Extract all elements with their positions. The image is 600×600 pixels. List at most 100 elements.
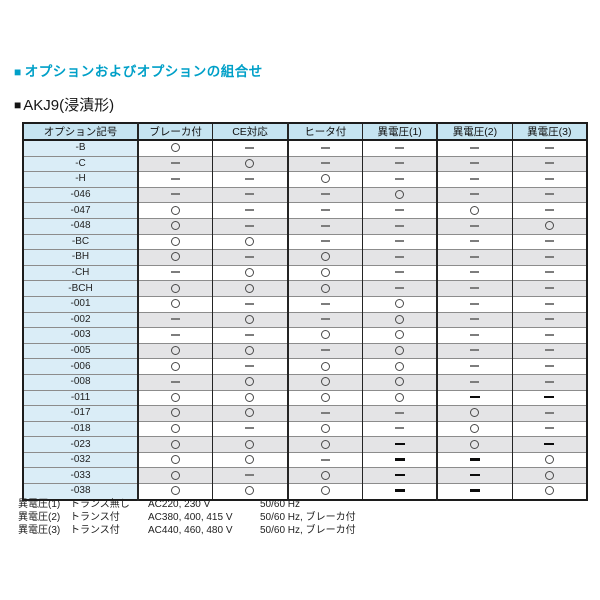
option-value-cell — [361, 373, 438, 390]
footnote-frequency: 50/60 Hz, ブレーカ付 — [260, 525, 356, 536]
table-header-row: オプション記号 ブレーカ付 CE対応 ヒータ付 異電圧(1) 異電圧(2) 異電圧(3) — [23, 123, 587, 141]
option-value-cell — [436, 389, 513, 406]
option-value-cell — [361, 171, 438, 188]
dash-mark-icon — [544, 287, 554, 289]
option-value-cell — [361, 295, 438, 313]
dash-mark-icon — [395, 271, 405, 274]
option-value-cell — [511, 373, 587, 390]
dash-mark-icon — [544, 162, 554, 165]
circle-mark-icon — [395, 392, 405, 402]
dash-mark-icon — [320, 458, 330, 461]
circle-mark-icon — [544, 455, 554, 465]
dash-mark-icon — [544, 271, 554, 274]
option-value-cell — [436, 249, 513, 266]
option-value-cell — [361, 217, 438, 235]
option-value-cell — [286, 451, 363, 468]
dash-mark-icon — [544, 302, 554, 305]
option-value-cell — [361, 467, 438, 484]
circle-mark-icon — [320, 439, 330, 449]
option-value-cell — [511, 155, 587, 172]
option-value-cell — [286, 436, 363, 453]
column-header: CE対応 — [212, 123, 288, 141]
option-value-cell — [361, 186, 438, 203]
dash-mark-icon — [544, 349, 554, 352]
section-title: ■ オプションおよびオプションの組合せ — [14, 60, 263, 80]
footnote-row: 異電圧(2) トランス付 AC380, 400, 415 V 50/60 Hz, ブレ… — [18, 511, 356, 524]
option-code-cell: -006 — [23, 358, 138, 375]
dash-mark-icon — [470, 193, 480, 196]
circle-mark-icon — [320, 283, 330, 293]
footnote-frequency: 50/60 Hz, ブレーカ付 — [260, 512, 356, 523]
option-value-cell — [212, 327, 288, 344]
column-header: ヒータ付 — [286, 123, 363, 141]
circle-mark-icon — [320, 470, 330, 480]
circle-mark-icon — [171, 439, 181, 449]
option-value-cell — [137, 436, 213, 453]
dash-mark-icon — [171, 271, 181, 274]
option-value-cell — [361, 249, 438, 266]
dash-mark-icon — [469, 489, 480, 492]
dash-mark-icon — [544, 255, 554, 258]
footnote-voltage: AC380, 400, 415 V — [148, 512, 233, 523]
circle-mark-icon — [320, 377, 330, 387]
option-value-cell — [436, 451, 513, 468]
option-value-cell — [286, 233, 363, 250]
table-row: -048 — [23, 217, 587, 235]
option-value-cell — [511, 140, 587, 157]
option-code-cell: -002 — [23, 311, 138, 328]
option-value-cell — [361, 264, 438, 281]
dash-mark-icon — [320, 318, 330, 321]
table-row: -032 — [23, 451, 587, 468]
column-header: オプション記号 — [23, 123, 138, 141]
dash-mark-icon — [245, 474, 255, 477]
footnote-row: 異電圧(3) トランス付 AC440, 460, 480 V 50/60 Hz, ブレ… — [18, 524, 356, 537]
option-value-cell — [436, 483, 513, 500]
option-code-cell: -018 — [23, 420, 138, 437]
option-value-cell — [212, 202, 288, 219]
option-code-cell: -005 — [23, 342, 138, 359]
option-value-cell — [361, 280, 438, 297]
dash-mark-icon — [470, 162, 480, 165]
circle-mark-icon — [171, 221, 181, 231]
dash-mark-icon — [320, 209, 330, 212]
option-value-cell — [436, 233, 513, 250]
option-value-cell — [286, 373, 363, 390]
option-value-cell — [361, 389, 438, 406]
option-value-cell — [286, 389, 363, 406]
dash-mark-icon — [395, 224, 405, 227]
circle-mark-icon — [171, 455, 181, 465]
option-value-cell — [286, 327, 363, 344]
dash-mark-icon — [171, 380, 181, 383]
option-code-cell: -047 — [23, 202, 138, 219]
circle-mark-icon — [171, 470, 181, 480]
dash-mark-icon — [245, 427, 255, 430]
option-value-cell — [511, 327, 587, 344]
option-code-cell: -017 — [23, 405, 138, 422]
option-value-cell — [511, 389, 587, 406]
option-code-cell: -BC — [23, 233, 138, 250]
option-value-cell — [361, 155, 438, 172]
dash-mark-icon — [245, 302, 255, 305]
table-row: -047 — [23, 202, 587, 219]
options-combination-table: オプション記号 ブレーカ付 CE対応 ヒータ付 異電圧(1) 異電圧(2) 異電圧(3) -… — [22, 122, 588, 501]
dash-mark-icon — [395, 240, 405, 243]
table-row: -H — [23, 171, 587, 188]
dash-mark-icon — [245, 364, 255, 367]
dash-mark-icon — [171, 193, 181, 196]
option-value-cell — [212, 342, 288, 359]
dash-mark-icon — [320, 193, 330, 196]
circle-mark-icon — [171, 143, 181, 153]
options-table-container: オプション記号 ブレーカ付 CE対応 ヒータ付 異電圧(1) 異電圧(2) 異電圧(3) -… — [22, 122, 588, 501]
option-code-cell: -C — [23, 155, 138, 172]
dash-mark-icon — [320, 411, 330, 414]
circle-mark-icon — [171, 486, 181, 496]
table-row: -BC — [23, 233, 587, 250]
option-value-cell — [137, 451, 213, 468]
option-value-cell — [361, 311, 438, 328]
option-value-cell — [212, 233, 288, 250]
option-value-cell — [137, 483, 213, 500]
dash-mark-icon — [395, 146, 405, 149]
dash-mark-icon — [394, 489, 405, 492]
option-value-cell — [511, 483, 587, 500]
table-row: -B — [23, 140, 587, 157]
